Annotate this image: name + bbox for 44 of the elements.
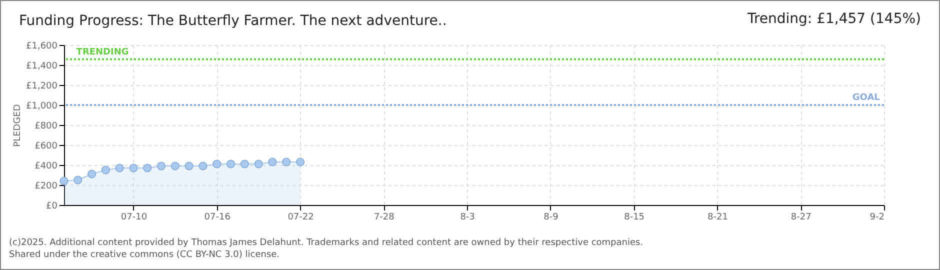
point — [296, 158, 305, 166]
x-tick-label: 8-21 — [708, 212, 728, 222]
point — [143, 164, 152, 172]
point — [101, 166, 110, 174]
y-tick-label: £800 — [34, 122, 58, 132]
y-tick-label: £1,000 — [26, 102, 58, 112]
chart-title: Funding Progress: The Butterfly Farmer. The next adventure.. — [19, 13, 447, 29]
point — [170, 162, 180, 170]
x-tick-label: 8-3 — [460, 212, 475, 222]
x-tick-label: 07-22 — [288, 212, 314, 222]
y-tick-label: £600 — [34, 142, 58, 152]
point — [115, 164, 124, 172]
point — [74, 176, 82, 184]
point — [88, 170, 96, 178]
text: Shared under the creative commons (CC BY-NC 3.0) license. — [9, 249, 281, 261]
x-tick-label: 8-9 — [544, 212, 559, 222]
point — [254, 160, 263, 168]
y-tick-label: £1,200 — [26, 82, 58, 92]
x-tick-label: 9-2 — [870, 212, 884, 222]
y-tick-label: £1,600 — [26, 42, 58, 52]
x-tick-label: 07-10 — [120, 212, 148, 222]
point — [268, 158, 277, 166]
point — [282, 158, 291, 166]
y-tick-label: £400 — [34, 162, 58, 172]
x-tick-label: 8-15 — [624, 212, 645, 222]
text: (c)2025. Additional content provided by Thomas James Delahunt. Trademarks and related content are owned by their respective companies. — [9, 237, 644, 249]
y-axis-title: PLEDGED — [13, 104, 24, 147]
x-tick-label: 8-27 — [790, 212, 812, 222]
point — [157, 162, 166, 170]
point — [184, 162, 194, 170]
x-tick-label: 07-16 — [204, 212, 231, 222]
text: Trending: £1,457 (145%) — [747, 11, 921, 27]
point — [212, 160, 222, 168]
point — [240, 160, 249, 168]
ref-line-label: GOAL — [852, 93, 880, 103]
point — [60, 176, 68, 186]
y-tick-label: £0 — [46, 202, 58, 212]
ref-line-label: TRENDING — [76, 47, 129, 58]
x-tick-label: 7-28 — [374, 212, 395, 222]
point — [198, 162, 208, 170]
point — [129, 164, 138, 172]
point — [226, 160, 236, 168]
y-tick-label: £200 — [34, 182, 58, 192]
y-tick-label: £1,400 — [26, 62, 58, 72]
